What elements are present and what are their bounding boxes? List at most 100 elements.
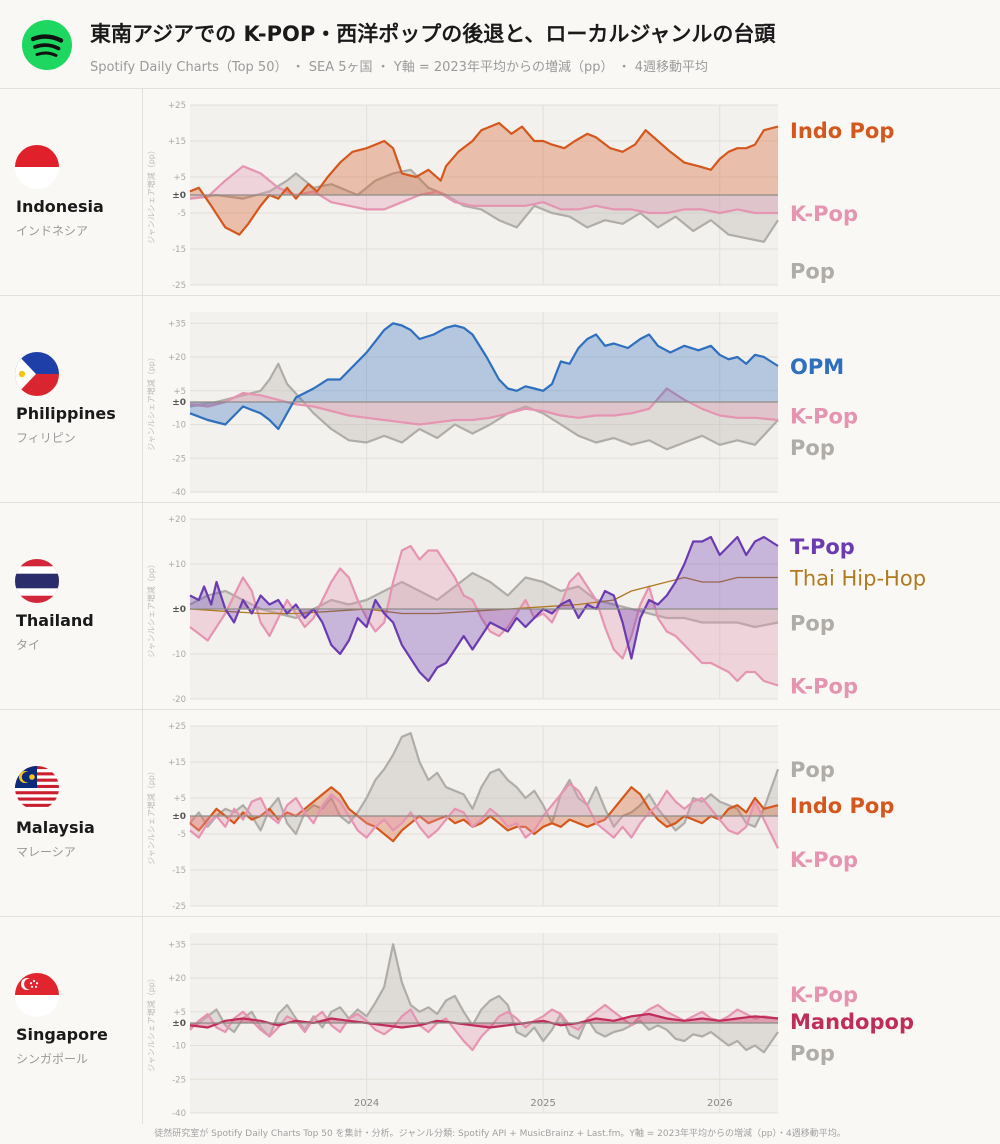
series-line-pop xyxy=(189,362,779,451)
footer-note: 徒然研究室が Spotify Daily Charts Top 50 を集計・分… xyxy=(154,1129,846,1139)
series-label-k-pop: K-Pop xyxy=(790,202,858,226)
country-name-jp: フィリピン xyxy=(16,431,76,445)
panel-malaysia: Malaysia マレーシア +25 +15 +5 ±0 -5 -15 -25 ジャンルシェア… xyxy=(0,709,1000,917)
series-area-indo-pop xyxy=(190,787,778,842)
x-tick-label: 2024 xyxy=(354,1098,379,1109)
country-name-jp: タイ xyxy=(16,638,41,652)
series-line-pop xyxy=(189,571,779,629)
thailand-flag-icon xyxy=(15,559,59,603)
series-line-pop xyxy=(189,943,779,1054)
y-tick-label: -40 xyxy=(172,1109,186,1119)
series-line-indo-pop xyxy=(189,786,779,843)
series-line-k-pop xyxy=(189,1003,779,1052)
series-line-t-pop xyxy=(189,535,779,683)
y-tick-label: +5 xyxy=(173,1008,186,1018)
y-tick-label: +15 xyxy=(168,758,186,768)
y-tick-label: -5 xyxy=(178,209,186,219)
country-name: Indonesia xyxy=(16,197,104,216)
x-tick-label: 2026 xyxy=(707,1098,732,1109)
country-name: Malaysia xyxy=(16,818,95,837)
y-tick-label: ±0 xyxy=(172,398,186,408)
y-tick-label: +35 xyxy=(168,319,186,329)
y-tick-label: +5 xyxy=(173,387,186,397)
y-axis-label: ジャンルシェア増減（pp） xyxy=(146,560,156,658)
series-line-pop xyxy=(189,168,779,243)
page-subtitle: Spotify Daily Charts（Top 50） ・ SEA 5ヶ国 ・… xyxy=(90,60,708,75)
series-label-k-pop: K-Pop xyxy=(790,983,858,1007)
series-label-pop: Pop xyxy=(790,436,835,460)
series-label-k-pop: K-Pop xyxy=(790,405,858,429)
y-tick-label: +25 xyxy=(168,101,186,111)
plot-singapore: +35 +20 +5±0 -10 -25 -40 ジャンルシェア増減（pp） Pop K-Pop… xyxy=(146,933,914,1119)
series-label-mandopop: Mandopop xyxy=(790,1010,914,1034)
y-tick-label: -10 xyxy=(172,1042,186,1052)
plot-indonesia: +25 +15 +5 ±0 -5 -15 -25 ジャンルシェア増減（pp） Pop K-Pop I… xyxy=(146,101,894,291)
y-tick-label: +5 xyxy=(173,173,186,183)
y-tick-label: +25 xyxy=(168,722,186,732)
series-line-k-pop xyxy=(189,165,778,215)
y-tick-label: +10 xyxy=(168,560,186,570)
y-tick-label: +20 xyxy=(168,353,186,363)
country-cell: Philippines フィリピン xyxy=(0,296,143,503)
series-layer xyxy=(189,121,779,243)
y-tick-label: ±0 xyxy=(172,812,186,822)
y-tick-label: -15 xyxy=(172,866,186,876)
y-tick-label: -10 xyxy=(172,650,186,660)
y-tick-label: +35 xyxy=(168,940,186,950)
philippines-flag-icon xyxy=(15,352,59,396)
country-cell: Singapore シンガポール xyxy=(0,917,143,1124)
y-tick-label: -25 xyxy=(172,1075,186,1085)
y-tick-label: +20 xyxy=(168,515,186,525)
y-tick-label: -15 xyxy=(172,245,186,255)
y-tick-label: -25 xyxy=(172,281,186,291)
series-area-k-pop xyxy=(190,388,778,425)
series-label-indo-pop: Indo Pop xyxy=(790,119,894,143)
panel-philippines: Philippines フィリピン +35 +20 +5 ±0 -10 -25 -40 ジャン… xyxy=(0,295,1000,503)
y-tick-label: ±0 xyxy=(172,191,186,201)
page-title: 東南アジアでの K-POP・西洋ポップの後退と、ローカルジャンルの台頭 xyxy=(90,22,776,46)
y-tick-label: ±0 xyxy=(172,1019,186,1029)
series-label-pop: Pop xyxy=(790,260,835,284)
country-cell: Indonesia インドネシア xyxy=(0,89,143,296)
y-tick-label: ±0 xyxy=(172,605,186,615)
y-tick-label: +5 xyxy=(173,794,186,804)
country-name-jp: シンガポール xyxy=(16,1052,89,1066)
country-name: Thailand xyxy=(16,611,94,630)
country-cell: Thailand タイ xyxy=(0,503,143,710)
y-tick-label: +20 xyxy=(168,974,186,984)
series-line-indo-pop xyxy=(189,121,779,236)
series-area-pop xyxy=(190,363,778,450)
series-line-pop xyxy=(189,732,780,836)
series-label-opm: OPM xyxy=(790,355,844,379)
y-axis-label: ジャンルシェア増減（pp） xyxy=(146,146,156,244)
series-area-opm xyxy=(190,323,778,429)
y-tick-label: -25 xyxy=(172,902,186,912)
y-axis-label: ジャンルシェア増減（pp） xyxy=(146,974,156,1072)
series-area-k-pop xyxy=(190,546,778,686)
series-area-k-pop xyxy=(190,166,778,213)
y-tick-label: -10 xyxy=(172,421,186,431)
country-name: Philippines xyxy=(16,404,116,423)
series-area-pop xyxy=(190,573,778,627)
series-label-thai-hip-hop: Thai Hip-Hop xyxy=(789,567,926,591)
x-tick-label: 2025 xyxy=(530,1098,555,1109)
singapore-flag-icon xyxy=(15,973,59,1017)
country-name-jp: マレーシア xyxy=(16,845,76,859)
malaysia-flag-icon xyxy=(15,766,59,810)
series-layer xyxy=(189,322,779,451)
y-axis-label: ジャンルシェア増減（pp） xyxy=(146,353,156,451)
series-label-pop: Pop xyxy=(790,612,835,636)
panel-indonesia: Indonesia インドネシア +25 +15 +5 ±0 -5 -15 -25 ジャンルシ… xyxy=(0,88,1000,296)
country-name-jp: インドネシア xyxy=(16,224,89,238)
panel-singapore: Singapore シンガポール +35 +20 +5 ±0 -10 -25 -40 ジャンル… xyxy=(0,916,1000,1124)
series-label-k-pop: K-Pop xyxy=(790,848,858,872)
indonesia-flag-icon xyxy=(15,145,59,189)
series-label-pop: Pop xyxy=(790,758,835,782)
series-label-k-pop: K-Pop xyxy=(790,675,858,699)
header: 東南アジアでの K-POP・西洋ポップの後退と、ローカルジャンルの台頭 Spot… xyxy=(0,0,1000,88)
y-axis-label: ジャンルシェア増減（pp） xyxy=(146,767,156,865)
series-label-t-pop: T-Pop xyxy=(790,535,855,559)
y-tick-label: -40 xyxy=(172,488,186,498)
series-line-k-pop xyxy=(189,544,779,687)
series-line-opm xyxy=(189,322,779,431)
